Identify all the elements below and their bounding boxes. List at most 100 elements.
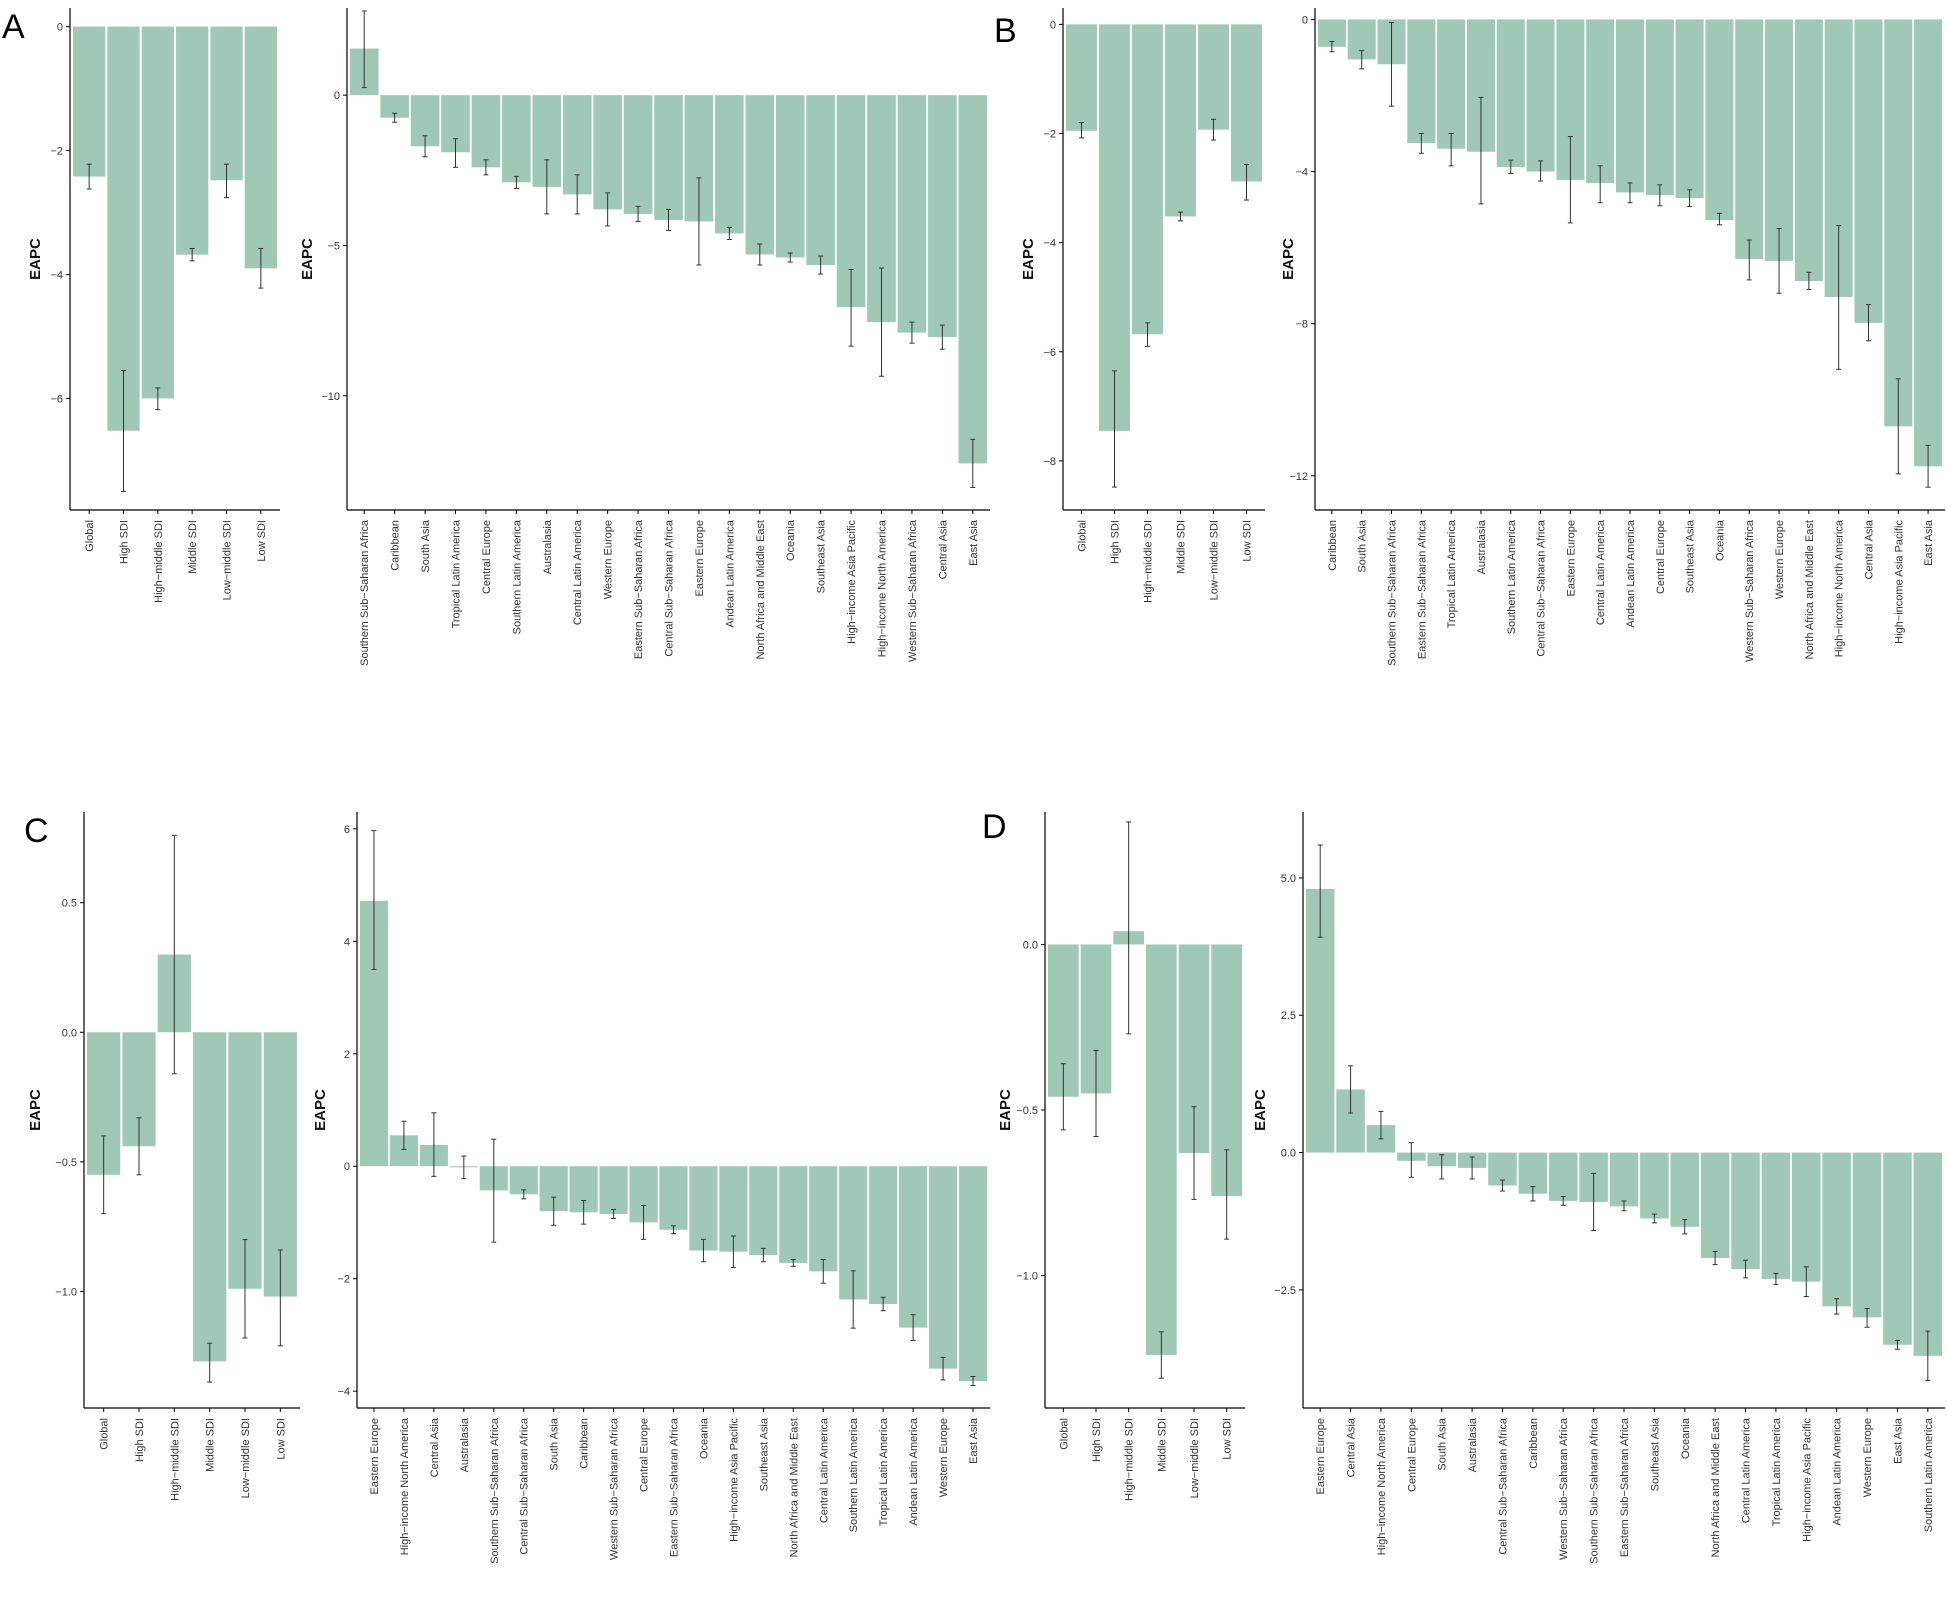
x-tick-label: Australasia	[1476, 519, 1488, 574]
bar	[928, 95, 957, 338]
x-tick-label: High−income North America	[1834, 519, 1846, 657]
y-tick-label: −2	[337, 1274, 350, 1286]
y-axis-title: EAPC	[312, 1089, 329, 1131]
x-tick-label: Eastern Sub−Saharan Africa	[633, 519, 645, 659]
x-tick-label: High SDI	[119, 520, 131, 564]
x-tick-label: Andean Latin America	[724, 519, 736, 628]
bar	[779, 1166, 808, 1263]
y-tick-label: 4	[344, 936, 350, 948]
x-tick-label: Tropical Latin America	[878, 1417, 890, 1526]
y-tick-label: 0.0	[62, 1027, 77, 1039]
y-tick-label: −5	[327, 240, 340, 252]
x-tick-label: Western Sub−Saharan Africa	[1744, 519, 1756, 662]
bar	[1586, 19, 1615, 183]
x-tick-label: Central Asia	[1863, 519, 1875, 579]
y-tick-label: −4	[50, 269, 63, 281]
x-tick-label: Australasia	[459, 1417, 471, 1472]
y-tick-label: −4	[1043, 238, 1056, 250]
bar	[775, 95, 805, 258]
bar	[1765, 19, 1794, 261]
x-tick-label: North Africa and Middle East	[755, 520, 767, 659]
bar	[899, 1166, 928, 1328]
x-tick-label: Low SDI	[1242, 520, 1254, 562]
x-tick-label: Global	[84, 520, 96, 552]
x-tick-label: High−middle SDI	[1124, 1418, 1136, 1501]
bar	[897, 95, 927, 333]
x-tick-label: Central Europe	[481, 520, 493, 594]
bar	[1496, 19, 1525, 167]
x-tick-label: Caribbean	[579, 1418, 591, 1469]
y-tick-label: −12	[1289, 471, 1308, 483]
bar	[1131, 24, 1164, 335]
bar	[806, 95, 835, 266]
bar	[1675, 19, 1704, 199]
y-axis-title: EAPC	[1280, 238, 1297, 280]
y-tick-label: 0.0	[1023, 939, 1038, 951]
bar	[1145, 944, 1177, 1356]
x-tick-label: Central Latin America	[1595, 519, 1607, 625]
x-tick-label: Andean Latin America	[1625, 519, 1637, 628]
x-tick-label: Western Europe	[603, 520, 615, 599]
bar	[1526, 19, 1555, 172]
x-tick-label: High−middle SDI	[1143, 520, 1155, 603]
bar	[1794, 19, 1823, 282]
x-tick-label: Western Sub−Saharan Africa	[907, 519, 919, 662]
x-tick-label: Oceania	[785, 519, 797, 561]
bar	[659, 1166, 688, 1230]
x-tick-label: Southern Sub−Saharan Africa	[359, 519, 371, 666]
x-tick-label: South Asia	[1357, 519, 1369, 572]
x-tick-label: Tropical Latin America	[451, 519, 463, 628]
bar	[1761, 1152, 1791, 1279]
y-tick-label: 0	[344, 1161, 350, 1173]
x-tick-label: Global	[1058, 1418, 1070, 1450]
charts-layer: 0 −2 −4 −6 EAPC Global High SDI High−middle SDI…	[27, 8, 1945, 1564]
x-tick-label: Caribbean	[1528, 1418, 1540, 1469]
x-tick-label: Australasia	[542, 519, 554, 574]
y-tick-label: −2.5	[1274, 1285, 1296, 1297]
x-tick-label: Western Europe	[1862, 1418, 1874, 1497]
x-tick-label: Eastern Europe	[1315, 1418, 1327, 1494]
x-tick-label: Central Sub−Saharan Africa	[1536, 519, 1548, 657]
bar	[1735, 19, 1764, 260]
x-tick-label: Low SDI	[1222, 1418, 1234, 1460]
x-tick-label: Tropical Latin America	[1446, 519, 1458, 628]
bar	[593, 95, 622, 210]
bar	[745, 95, 775, 255]
x-tick-label: North Africa and Middle East	[1804, 520, 1816, 659]
x-tick-label: East Asia	[1892, 1417, 1904, 1464]
y-tick-label: −6	[1043, 347, 1056, 359]
x-tick-label: Central Sub−Saharan Africa	[1497, 1417, 1509, 1555]
x-tick-label: Central Asia	[1346, 1417, 1358, 1477]
x-tick-label: Tropical Latin America	[1771, 1417, 1783, 1526]
bar	[1822, 1152, 1851, 1307]
chart-c-sdi: 0.5 0.0 −0.5 −1.0 EAPC Global High SDI High−mid…	[27, 812, 300, 1501]
bar	[380, 95, 409, 118]
bar	[210, 26, 243, 181]
bar	[73, 26, 106, 177]
bar	[749, 1166, 778, 1256]
x-tick-label: Western Sub−Saharan Africa	[609, 1417, 621, 1560]
x-tick-label: Southern Sub−Saharan Africa	[489, 1417, 501, 1564]
x-tick-label: Middle SDI	[1156, 1418, 1168, 1472]
x-tick-label: Central Latin America	[1741, 1417, 1753, 1523]
bar	[176, 26, 209, 255]
x-tick-label: Australasia	[1467, 1417, 1479, 1472]
bar	[1098, 24, 1131, 431]
x-tick-label: North Africa and Middle East	[788, 1418, 800, 1557]
x-tick-label: Low−middle SDI	[1189, 1418, 1201, 1498]
x-tick-label: Central Europe	[1406, 1418, 1418, 1492]
bar	[1852, 1152, 1882, 1318]
x-tick-label: Southeast Asia	[758, 1417, 770, 1491]
bar	[1230, 24, 1263, 182]
y-tick-label: −8	[1295, 319, 1308, 331]
panel-label-b: B	[994, 12, 1017, 50]
x-tick-label: Eastern Sub−Saharan Africa	[1416, 519, 1428, 659]
y-axis-title: EAPC	[27, 238, 44, 280]
x-tick-label: Low SDI	[275, 1418, 287, 1460]
bar	[715, 95, 744, 234]
x-tick-label: Andean Latin America	[1832, 1417, 1844, 1526]
y-tick-label: 0.5	[62, 898, 77, 910]
x-tick-label: Andean Latin America	[908, 1417, 920, 1526]
x-tick-label: Western Europe	[1774, 520, 1786, 599]
x-tick-label: Low SDI	[256, 520, 268, 562]
